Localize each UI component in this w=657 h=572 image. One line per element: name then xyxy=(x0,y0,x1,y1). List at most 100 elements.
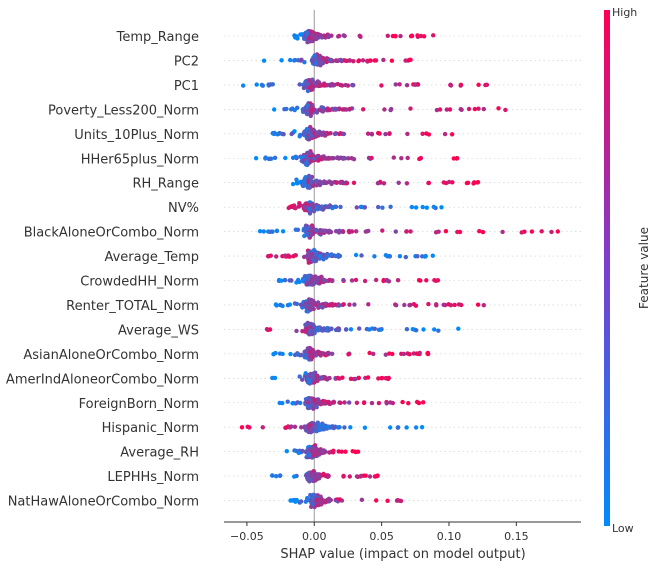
shap-point xyxy=(320,449,325,454)
shap-point xyxy=(315,373,320,378)
shap-point xyxy=(325,497,330,503)
feature-label: BlackAloneOrCombo_Norm xyxy=(24,226,199,241)
shap-point xyxy=(307,349,313,355)
x-tick-label: 0.05 xyxy=(369,530,394,543)
shap-point xyxy=(305,103,311,108)
shap-point xyxy=(294,301,300,307)
shap-point xyxy=(272,155,278,160)
shap-point xyxy=(292,352,298,358)
shap-point xyxy=(241,83,246,88)
shap-point xyxy=(304,111,310,116)
shap-point xyxy=(362,425,368,430)
shap-point xyxy=(329,326,334,331)
shap-point xyxy=(405,155,410,161)
shap-point xyxy=(333,253,338,259)
shap-point xyxy=(301,179,307,184)
shap-point xyxy=(319,132,324,137)
shap-point xyxy=(342,33,347,39)
shap-point xyxy=(316,401,321,406)
shap-point xyxy=(308,355,313,360)
shap-point xyxy=(457,229,463,235)
colorbar-title: Feature value xyxy=(637,227,651,309)
shap-point xyxy=(363,473,368,478)
shap-point xyxy=(410,327,415,332)
shap-point xyxy=(274,474,279,479)
shap-point xyxy=(318,422,323,428)
shap-point xyxy=(337,497,342,502)
shap-point xyxy=(307,306,312,311)
shap-point xyxy=(348,425,353,430)
shap-point xyxy=(285,399,290,404)
shap-point xyxy=(274,254,279,259)
shap-point xyxy=(369,400,375,406)
shap-point xyxy=(301,85,307,91)
x-tick-label: 0.00 xyxy=(302,530,327,543)
shap-point xyxy=(292,107,297,113)
shap-point xyxy=(261,229,266,234)
shap-point xyxy=(333,107,339,112)
shap-point xyxy=(549,229,554,235)
shap-point xyxy=(283,425,289,430)
x-axis-label: SHAP value (impact on model output) xyxy=(280,547,525,562)
shap-point xyxy=(315,277,320,282)
shap-point xyxy=(280,229,286,234)
shap-point xyxy=(437,107,443,112)
shap-point xyxy=(337,425,342,430)
shap-point xyxy=(432,327,437,332)
shap-point xyxy=(334,180,339,185)
shap-point xyxy=(303,322,308,327)
shap-point xyxy=(347,58,353,63)
shap-point xyxy=(336,327,341,333)
shap-point xyxy=(336,449,341,454)
shap-point xyxy=(340,375,345,380)
shap-point xyxy=(271,351,276,357)
shap-point xyxy=(387,253,392,259)
shap-point xyxy=(394,498,400,503)
shap-point xyxy=(307,137,312,142)
shap-point xyxy=(426,180,432,186)
shap-point xyxy=(341,131,347,137)
shap-point xyxy=(347,400,352,405)
x-tick-label: 0.10 xyxy=(437,530,462,543)
shap-point xyxy=(309,180,314,185)
feature-label: PC1 xyxy=(174,79,199,94)
shap-point xyxy=(389,58,395,63)
shap-point xyxy=(321,56,326,61)
shap-point xyxy=(338,57,344,63)
shap-point xyxy=(316,32,321,37)
shap-point xyxy=(476,106,481,111)
shap-point xyxy=(363,229,368,234)
shap-point xyxy=(321,83,326,88)
shap-point xyxy=(261,58,267,63)
shap-point xyxy=(324,351,330,356)
feature-label: Units_10Plus_Norm xyxy=(74,128,199,143)
shap-point xyxy=(320,328,325,333)
shap-point xyxy=(385,33,390,38)
shap-point xyxy=(330,301,335,307)
shap-point xyxy=(362,278,368,284)
feature-label: Temp_Range xyxy=(116,30,199,45)
shap-point xyxy=(312,478,318,483)
shap-point xyxy=(398,33,403,39)
shap-point xyxy=(441,180,446,185)
shap-point xyxy=(385,498,390,503)
shap-point xyxy=(450,180,455,185)
shap-point xyxy=(340,107,345,112)
shap-point xyxy=(340,83,345,88)
shap-point xyxy=(266,229,271,234)
shap-point xyxy=(352,302,357,307)
shap-point xyxy=(539,229,544,234)
shap-point xyxy=(448,303,454,308)
shap-point xyxy=(299,425,304,430)
shap-point xyxy=(349,278,355,283)
shap-point xyxy=(343,327,349,332)
shap-point xyxy=(347,302,352,307)
shap-point xyxy=(312,397,317,403)
shap-point xyxy=(367,350,372,356)
shap-point xyxy=(424,278,429,283)
shap-point xyxy=(314,134,319,139)
shap-point xyxy=(308,231,313,237)
shap-point xyxy=(372,326,377,331)
shap-point xyxy=(369,132,375,137)
